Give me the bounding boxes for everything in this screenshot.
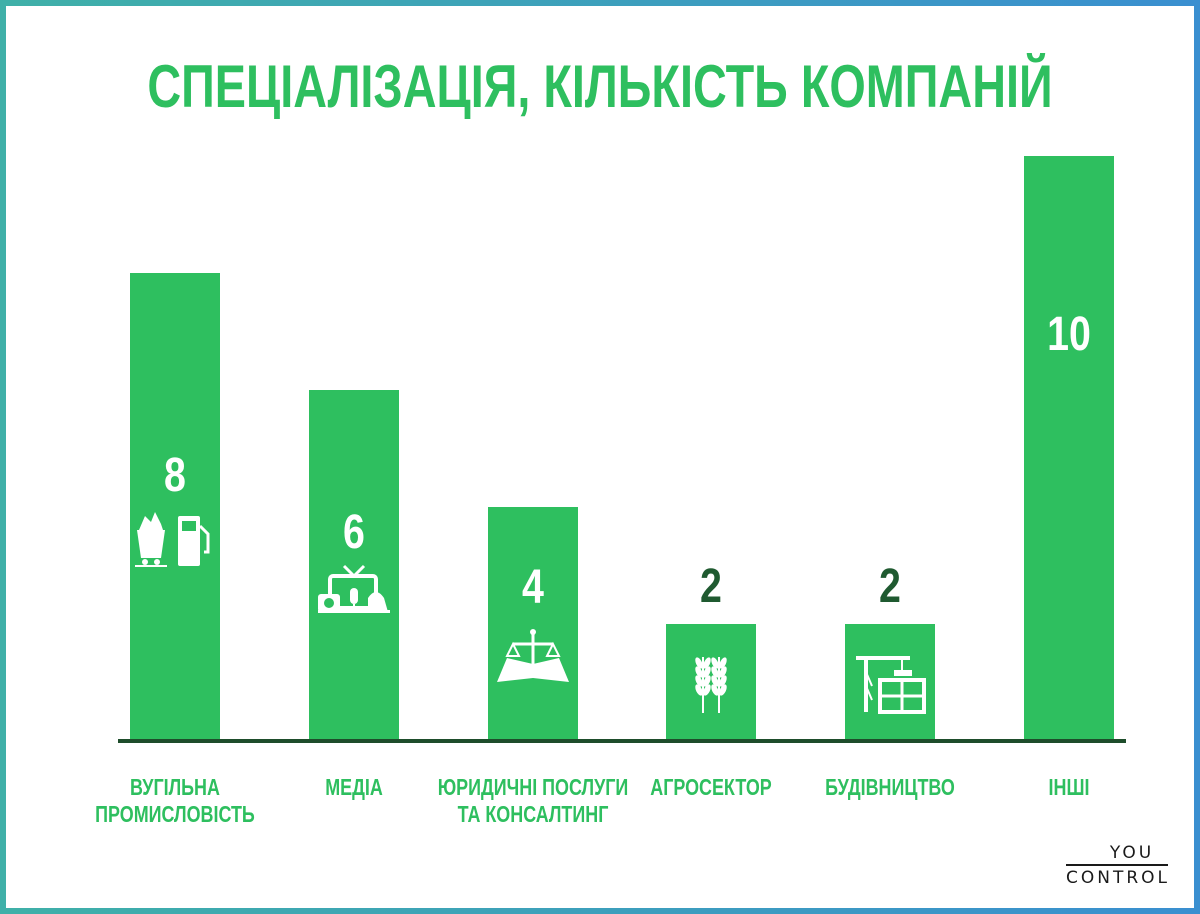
logo-text-you: YOU xyxy=(1109,843,1155,863)
wheat-icon xyxy=(695,657,727,713)
youcontrol-logo: YOU CONTROL xyxy=(1066,844,1168,887)
category-label: ТА КОНСАЛТИНГ xyxy=(458,802,609,828)
value-label: 2 xyxy=(879,559,901,613)
chart-title: СПЕЦІАЛІЗАЦІЯ, КІЛЬКІСТЬ КОМПАНІЙ xyxy=(147,53,1053,120)
category-label: ЮРИДИЧНІ ПОСЛУГИ xyxy=(438,775,629,801)
value-label: 2 xyxy=(700,559,722,613)
media-tv-icon xyxy=(318,564,390,613)
bar xyxy=(130,273,220,741)
coal-fuel-icon xyxy=(135,512,210,567)
bar xyxy=(309,390,399,741)
law-scales-icon xyxy=(497,629,569,682)
category-label: МЕДІА xyxy=(325,775,383,801)
logo-rule xyxy=(1066,864,1168,866)
bar xyxy=(488,507,578,741)
logo-text-control: CONTROL xyxy=(1066,868,1171,888)
bar xyxy=(1024,156,1114,741)
category-label: АГРОСЕКТОР xyxy=(650,775,772,801)
value-label: 4 xyxy=(522,560,544,614)
category-label: ВУГІЛЬНА xyxy=(130,775,220,801)
construction-crane-icon xyxy=(856,656,926,714)
bar xyxy=(845,624,935,741)
value-label: 10 xyxy=(1047,307,1091,361)
category-label: ПРОМИСЛОВІСТЬ xyxy=(95,802,255,828)
value-label: 8 xyxy=(164,448,186,502)
bar xyxy=(666,624,756,741)
value-label: 6 xyxy=(343,505,365,559)
category-label: ІНШІ xyxy=(1049,775,1090,801)
category-label: БУДІВНИЦТВО xyxy=(825,775,955,801)
